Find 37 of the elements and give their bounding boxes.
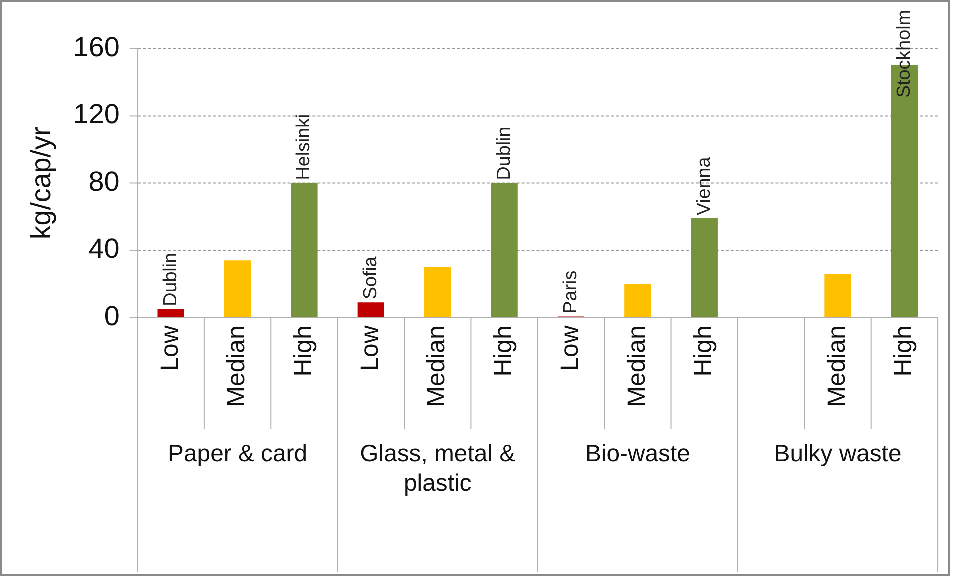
y-axis-title: kg/cap/yr xyxy=(25,126,56,240)
bar xyxy=(624,284,652,318)
text: Median xyxy=(222,326,251,408)
x-tick-label: Paper & card xyxy=(168,440,308,468)
y-tick-label: 40 xyxy=(88,233,120,264)
data-label: Vienna xyxy=(694,156,715,216)
data-label: Dublin xyxy=(160,252,182,306)
data-label: Helsinki xyxy=(294,114,315,180)
text: High xyxy=(689,326,718,377)
x-tick-label: Bio-waste xyxy=(585,440,690,468)
bar xyxy=(158,309,184,318)
x-tick-label: Bulky waste xyxy=(774,440,902,468)
text: Low xyxy=(356,326,384,372)
bar xyxy=(291,183,318,318)
text: High xyxy=(489,326,518,377)
data-label: Stockholm xyxy=(894,10,915,98)
text: Median xyxy=(422,326,451,408)
text: Low xyxy=(156,324,184,372)
y-tick-label: 0 xyxy=(104,300,120,332)
text: High xyxy=(890,326,918,377)
text: High xyxy=(289,326,318,377)
x-tick-label: Glass, metal & plastic xyxy=(360,440,516,498)
text: Low xyxy=(556,326,584,372)
data-label: Sofia xyxy=(360,256,382,300)
bar xyxy=(491,183,518,318)
bar xyxy=(424,267,452,318)
y-tick-label: 120 xyxy=(73,98,120,130)
data-label: Dublin xyxy=(494,126,515,180)
bar xyxy=(358,302,384,318)
data-label: Paris xyxy=(560,270,582,314)
y-tick-label: 80 xyxy=(88,166,120,197)
bar xyxy=(691,218,718,318)
bar xyxy=(824,274,852,318)
text: Median xyxy=(822,326,851,408)
text: Median xyxy=(622,326,651,408)
bar xyxy=(224,260,252,318)
y-tick-label: 160 xyxy=(73,31,120,62)
